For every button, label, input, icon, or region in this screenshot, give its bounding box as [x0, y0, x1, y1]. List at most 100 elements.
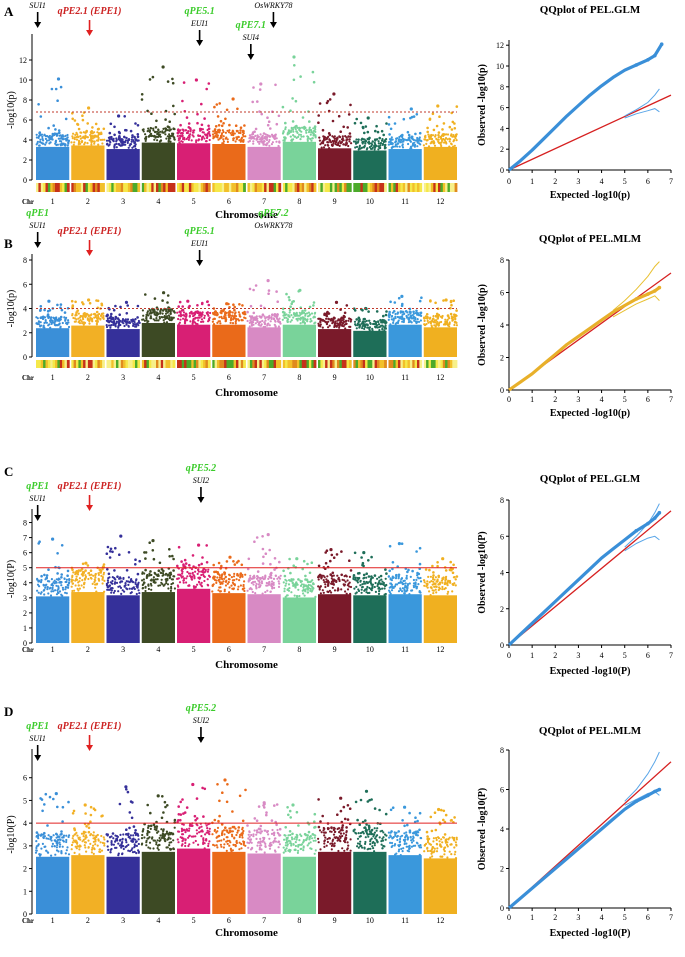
- snp-density-cell: [141, 360, 145, 368]
- snp-point: [318, 136, 321, 139]
- snp-point: [206, 583, 209, 586]
- snp-point: [241, 575, 244, 578]
- snp-point: [71, 312, 74, 316]
- snp-point: [43, 588, 46, 591]
- snp-density-cell: [329, 183, 333, 192]
- snp-density-cell: [179, 183, 183, 192]
- snp-point: [51, 842, 55, 845]
- snp-point: [84, 314, 87, 317]
- x-tick-label: 3: [576, 177, 580, 186]
- snp-point: [285, 316, 288, 319]
- snp-point: [249, 576, 252, 579]
- snp-point: [164, 118, 167, 121]
- snp-point: [306, 312, 309, 315]
- snp-point: [43, 134, 46, 137]
- snp-point: [110, 137, 113, 141]
- chromosome-10-points: [352, 551, 388, 643]
- snp-point: [290, 591, 293, 594]
- snp-density-cell: [355, 360, 359, 368]
- snp-point: [435, 315, 438, 318]
- snp-point: [380, 324, 383, 327]
- snp-point: [43, 803, 46, 806]
- snp-point: [93, 808, 97, 812]
- chromosome-3-points: [105, 300, 141, 357]
- snp-point: [41, 135, 44, 138]
- snp-point: [136, 322, 139, 325]
- snp-point: [411, 569, 414, 573]
- snp-point: [358, 145, 361, 148]
- snp-point: [127, 580, 130, 583]
- snp-point: [432, 571, 435, 574]
- snp-point: [51, 845, 54, 848]
- snp-point: [115, 146, 118, 149]
- snp-point: [62, 142, 65, 145]
- snp-density-cell: [203, 360, 206, 368]
- peak-snp-point: [54, 792, 58, 796]
- snp-point: [414, 317, 417, 321]
- snp-point: [134, 841, 137, 844]
- qtl-label: qPE1: [26, 481, 49, 492]
- snp-point: [205, 544, 208, 547]
- snp-density-cell: [440, 183, 444, 192]
- snp-point: [84, 316, 87, 319]
- point-cloud: [423, 146, 457, 180]
- snp-point: [406, 586, 409, 589]
- snp-point: [310, 131, 313, 134]
- observed-point: [653, 516, 657, 520]
- y-axis-title: -log10(p): [6, 290, 17, 328]
- snp-density-cell: [407, 183, 411, 192]
- snp-point: [219, 582, 222, 586]
- snp-density-cell: [172, 183, 176, 192]
- snp-point: [79, 131, 82, 134]
- snp-point: [363, 146, 366, 149]
- snp-point: [448, 137, 451, 140]
- snp-point: [268, 548, 272, 552]
- snp-point: [133, 850, 136, 853]
- snp-point: [361, 137, 364, 141]
- snp-point: [338, 140, 341, 143]
- snp-point: [71, 117, 74, 121]
- snp-point: [157, 319, 160, 322]
- snp-point: [424, 136, 427, 139]
- gene-label: SUI4: [243, 33, 259, 42]
- snp-point: [306, 139, 309, 142]
- snp-density-cell: [200, 183, 204, 192]
- snp-point: [377, 320, 380, 323]
- snp-point: [399, 581, 402, 584]
- snp-point: [251, 133, 254, 136]
- snp-point: [344, 590, 347, 593]
- snp-point: [302, 320, 305, 323]
- snp-density-cell: [282, 183, 286, 192]
- snp-point: [178, 134, 181, 137]
- snp-point: [35, 849, 38, 852]
- snp-point: [192, 314, 196, 317]
- snp-point: [79, 137, 82, 140]
- snp-point: [123, 324, 126, 328]
- snp-point: [312, 301, 316, 304]
- snp-point: [61, 594, 64, 597]
- snp-density-cell: [297, 183, 300, 192]
- point-cloud: [177, 324, 211, 357]
- snp-point: [196, 323, 199, 326]
- snp-point: [221, 309, 225, 313]
- snp-point: [332, 556, 336, 559]
- snp-point: [380, 321, 383, 324]
- snp-point: [96, 844, 99, 847]
- snp-point: [426, 586, 429, 589]
- snp-density-cell: [231, 183, 235, 192]
- snp-point: [340, 550, 343, 553]
- peak-snp-point: [334, 300, 339, 304]
- snp-point: [108, 324, 111, 327]
- x-tick-label: 2: [86, 373, 90, 382]
- snp-point: [50, 87, 54, 91]
- snp-density-cell: [278, 183, 282, 192]
- snp-point: [331, 144, 334, 147]
- snp-density-cell: [346, 360, 350, 368]
- snp-point: [235, 578, 238, 581]
- snp-point: [187, 572, 191, 575]
- snp-point: [451, 120, 455, 124]
- snp-point: [177, 317, 180, 321]
- snp-point: [165, 321, 169, 324]
- snp-point: [36, 577, 39, 580]
- snp-point: [291, 120, 295, 123]
